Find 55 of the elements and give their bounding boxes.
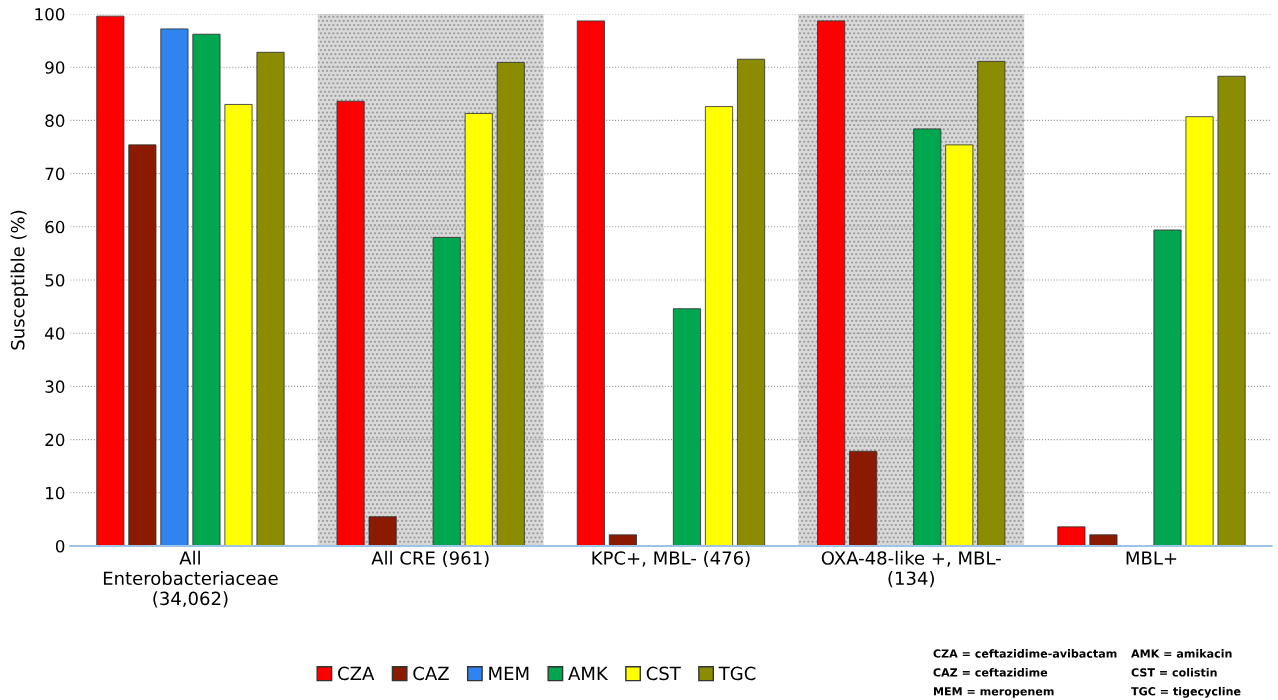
bar bbox=[1057, 526, 1086, 546]
bar bbox=[737, 58, 766, 546]
y-tick-label: 90 bbox=[45, 61, 65, 74]
bar bbox=[256, 51, 285, 546]
y-tick-label: 20 bbox=[45, 433, 65, 447]
bar bbox=[945, 144, 974, 546]
bar bbox=[192, 33, 221, 546]
bar bbox=[432, 237, 461, 546]
bar bbox=[128, 144, 157, 546]
bar bbox=[704, 106, 734, 546]
y-tick-label: 70 bbox=[45, 167, 65, 181]
legend-label: CZA bbox=[338, 666, 375, 681]
y-tick-label: 30 bbox=[45, 380, 65, 393]
x-tick-label: OXA-48-like +, MBL- (134) bbox=[821, 550, 1001, 588]
bar bbox=[849, 450, 878, 546]
text: CAZ = ceftazidime bbox=[933, 668, 1048, 677]
y-tick-label: 100 bbox=[35, 7, 65, 21]
x-tick-label: All CRE (961) bbox=[371, 550, 489, 567]
bar bbox=[913, 128, 942, 546]
text: CST = colistin bbox=[1131, 668, 1217, 677]
bar bbox=[977, 60, 1006, 546]
bar bbox=[1185, 116, 1214, 546]
legend-label: CAZ bbox=[413, 666, 449, 681]
y-tick-label: 50 bbox=[45, 273, 65, 287]
bar bbox=[464, 113, 493, 546]
bar bbox=[368, 516, 397, 546]
bar bbox=[576, 20, 605, 546]
bar bbox=[96, 15, 125, 546]
legend-label: CST bbox=[646, 666, 681, 681]
y-tick-label: 40 bbox=[45, 327, 65, 340]
bar bbox=[1153, 229, 1182, 546]
y-tick-label: 80 bbox=[45, 114, 65, 127]
text: CZA = ceftazidime-avibactam bbox=[933, 649, 1117, 658]
legend-label: TGC bbox=[718, 666, 756, 681]
bar bbox=[672, 308, 701, 546]
x-tick-label: MBL+ bbox=[1126, 551, 1177, 565]
y-tick-label: 10 bbox=[46, 486, 65, 500]
y-tick-label: 60 bbox=[45, 220, 65, 234]
y-axis-title: Susceptible (%) bbox=[10, 210, 29, 350]
text: AMK = amikacin bbox=[1131, 649, 1232, 658]
x-tick-label: All Enterobacteriaceae (34,062) bbox=[103, 550, 278, 608]
text: TGC = tigecycline bbox=[1131, 686, 1241, 698]
y-tick-label: 0 bbox=[55, 539, 65, 553]
legend-label: AMK bbox=[568, 666, 609, 680]
bar bbox=[160, 28, 189, 546]
bar bbox=[224, 104, 253, 546]
x-tick-label: KPC+, MBL- (476) bbox=[592, 550, 750, 567]
legend-label: MEM bbox=[489, 666, 529, 680]
bar bbox=[1217, 75, 1246, 546]
text: MEM = meropenem bbox=[933, 687, 1054, 698]
bar bbox=[817, 20, 846, 546]
bar bbox=[336, 100, 365, 546]
bar bbox=[496, 61, 525, 546]
bar bbox=[1089, 534, 1118, 546]
bar bbox=[608, 534, 637, 546]
